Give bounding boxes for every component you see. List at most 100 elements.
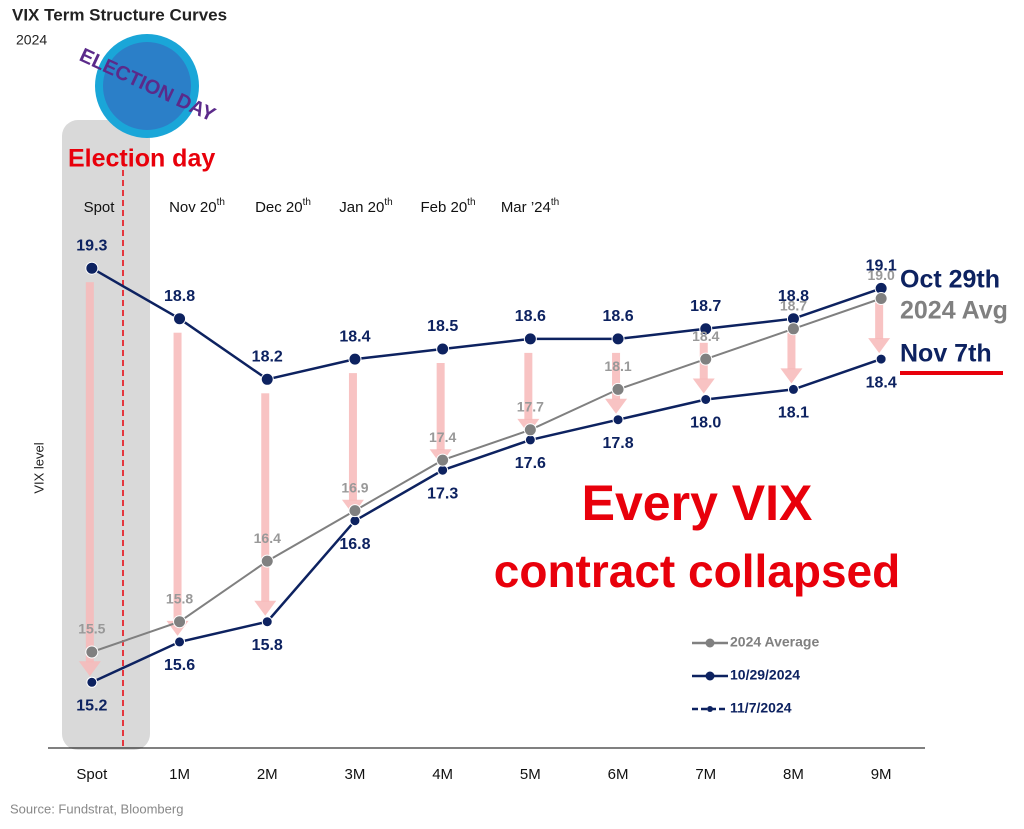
point: [875, 353, 887, 365]
data-label: 15.6: [164, 657, 195, 674]
data-label: 18.6: [515, 308, 546, 325]
end-label: Oct 29th: [900, 266, 1000, 294]
point: [173, 615, 187, 629]
point: [348, 504, 362, 518]
point: [699, 352, 713, 366]
series-line: [91, 267, 882, 381]
data-label: 18.1: [778, 405, 809, 422]
period-label: Mar ’24th: [501, 197, 559, 216]
drop-arrow: [436, 363, 445, 451]
data-label: 18.8: [164, 288, 195, 305]
point: [786, 322, 800, 336]
drop-arrow: [85, 282, 94, 663]
point: [612, 414, 624, 426]
drop-arrowhead: [868, 338, 891, 354]
badge-inner: [103, 42, 191, 130]
data-label: 18.1: [604, 358, 631, 374]
point: [436, 342, 450, 356]
drop-arrowhead: [692, 378, 715, 394]
data-label: 15.2: [76, 698, 107, 715]
x-tick-label: 9M: [871, 766, 892, 783]
point: [348, 352, 362, 366]
legend-marker: [705, 638, 715, 648]
drop-arrow: [348, 373, 357, 501]
x-tick-label: 8M: [783, 766, 804, 783]
x-tick-label: 7M: [695, 766, 716, 783]
drop-arrow: [875, 302, 884, 340]
drop-arrowhead: [605, 398, 628, 414]
period-suffix: th: [467, 197, 475, 208]
data-label: 18.5: [427, 318, 458, 335]
drop-arrowhead: [78, 661, 101, 677]
period-suffix: th: [551, 197, 559, 208]
annotation: contract collapsed: [494, 545, 900, 597]
end-label: 2024 Avg: [900, 297, 1008, 325]
data-label: 17.4: [429, 429, 456, 445]
period-suffix: th: [303, 197, 311, 208]
x-tick-label: 6M: [608, 766, 629, 783]
data-label: 16.8: [339, 536, 370, 553]
data-label: 16.4: [254, 530, 281, 546]
drop-arrow: [173, 332, 182, 622]
x-tick-label: 3M: [345, 766, 366, 783]
period-label: Dec 20th: [255, 197, 311, 216]
data-label: 17.8: [602, 435, 633, 452]
period-label: Nov 20th: [169, 197, 225, 216]
data-label: 16.9: [341, 479, 368, 495]
annotation: Every VIX: [582, 475, 813, 531]
x-tick-label: 2M: [257, 766, 278, 783]
point: [700, 394, 712, 405]
series-line: [91, 297, 882, 653]
point: [349, 515, 361, 527]
chart-title: VIX Term Structure Curves: [12, 5, 227, 24]
point: [437, 464, 449, 476]
y-axis-label: VIX level: [31, 442, 46, 493]
data-label: 18.0: [690, 415, 721, 432]
legend-label: 10/29/2024: [730, 667, 800, 683]
data-label: 15.8: [252, 637, 283, 654]
data-label: 18.6: [602, 308, 633, 325]
period-label: Jan 20th: [339, 197, 392, 216]
point: [611, 332, 625, 346]
drop-arrowhead: [780, 368, 803, 384]
data-label: 18.7: [690, 298, 721, 315]
drop-arrow: [524, 352, 533, 420]
period-label: Feb 20th: [420, 197, 475, 216]
period-suffix: th: [384, 197, 392, 208]
data-label: 18.2: [252, 349, 283, 366]
point: [86, 676, 98, 688]
data-label: 18.4: [866, 374, 897, 391]
data-label: 15.5: [78, 621, 105, 637]
legend-marker: [707, 706, 713, 712]
data-label: 17.3: [427, 485, 458, 502]
source: Source: Fundstrat, Bloomberg: [10, 801, 183, 816]
point: [436, 453, 450, 467]
point: [524, 434, 536, 446]
data-label: 15.8: [166, 590, 193, 606]
data-label: 18.7: [780, 298, 807, 314]
x-tick-label: 5M: [520, 766, 541, 783]
point: [523, 423, 537, 437]
drop-arrow: [787, 332, 796, 370]
data-label: 18.8: [778, 288, 809, 305]
x-tick-label: 4M: [432, 766, 453, 783]
legend-marker: [705, 671, 715, 681]
data-label: 17.6: [515, 455, 546, 472]
period-label: Spot: [84, 199, 116, 216]
data-label: 19.0: [868, 267, 895, 283]
drop-arrow: [261, 393, 270, 602]
series-line: [91, 357, 882, 684]
point: [85, 645, 99, 659]
data-label: 19.1: [866, 258, 897, 275]
legend-label: 11/7/2024: [730, 700, 792, 716]
point: [174, 636, 186, 648]
x-tick-label: 1M: [169, 766, 190, 783]
data-label: 18.4: [339, 328, 370, 345]
spot-highlight: [62, 120, 150, 750]
end-label: Nov 7th: [900, 340, 992, 368]
drop-arrow: [612, 352, 621, 400]
data-label: 19.3: [76, 237, 107, 254]
point: [173, 312, 187, 326]
point: [260, 372, 274, 386]
